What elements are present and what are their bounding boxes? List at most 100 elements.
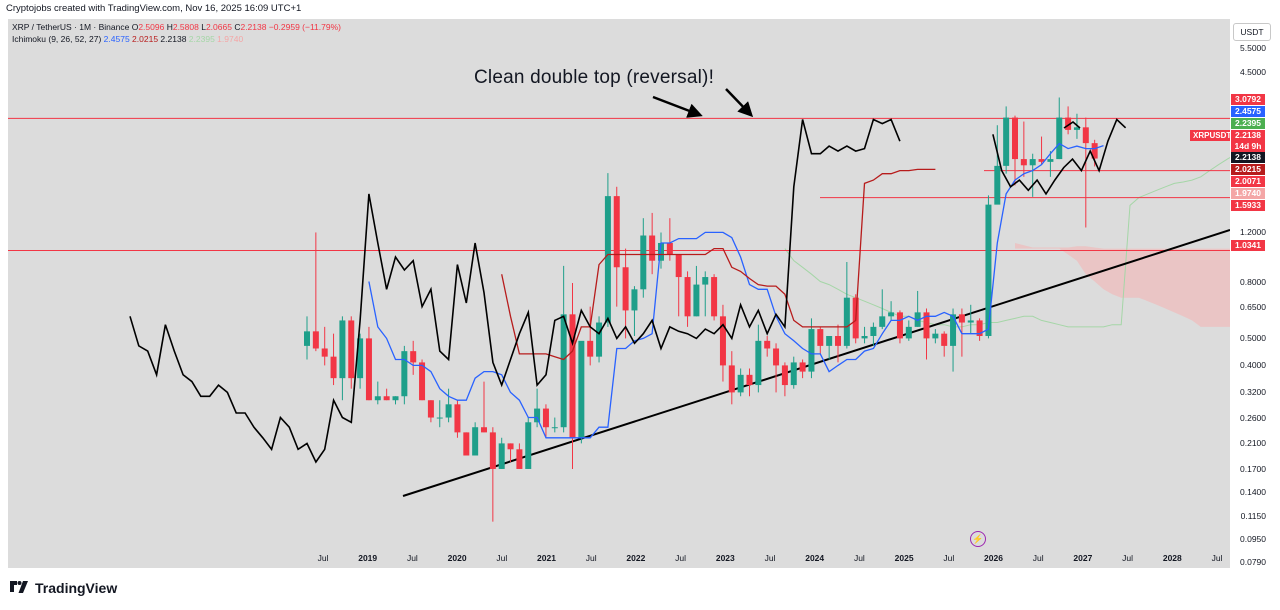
candle-body <box>613 196 620 268</box>
price-tag: 2.0215 <box>1231 164 1265 175</box>
candle-body <box>684 277 691 317</box>
tradingview-logo-icon <box>10 581 28 593</box>
legend-low: 2.0665 <box>205 22 232 32</box>
candle-body <box>631 289 638 311</box>
currency-button[interactable]: USDT <box>1233 23 1271 41</box>
chart-credit: Cryptojobs created with TradingView.com,… <box>6 3 302 14</box>
candle-body <box>534 408 541 423</box>
y-tick-label: 5.5000 <box>1240 43 1266 54</box>
y-tick-label: 0.4000 <box>1240 360 1266 371</box>
candle-body <box>357 338 364 379</box>
candle-body <box>932 333 939 339</box>
candle-body <box>339 320 346 379</box>
legend-tenkan-value: 2.4575 <box>103 33 130 44</box>
candle-body <box>693 284 700 317</box>
x-tick-label: Jul <box>943 553 955 563</box>
candle-body <box>888 312 895 317</box>
candle-body <box>790 362 797 386</box>
projection-line <box>992 118 1127 196</box>
candle-body <box>1047 159 1054 162</box>
x-tick-label: Jul <box>1211 553 1223 563</box>
footer-brand-name: TradingView <box>35 580 118 596</box>
candle-body <box>578 340 585 438</box>
kijun-line <box>501 168 936 361</box>
candle-body <box>923 312 930 339</box>
candle-body <box>525 422 532 469</box>
x-tick-label: Jul <box>496 553 508 563</box>
price-tag: 3.0792 <box>1231 94 1265 105</box>
candle-body <box>711 277 718 317</box>
legend-open-label: O <box>131 22 139 32</box>
chart-pane[interactable]: XRP / TetherUS · 1M · Binance O2.5096 H2… <box>8 19 1230 568</box>
candle-body <box>1082 127 1089 144</box>
candle-body <box>896 312 903 339</box>
candle-body <box>914 312 921 327</box>
price-tag: 2.0071 <box>1231 176 1265 187</box>
candle-body <box>826 336 833 346</box>
legend-open: 2.5096 <box>138 22 165 32</box>
candle-body <box>348 320 355 379</box>
candle-body <box>427 400 434 418</box>
legend-close-label: C <box>234 22 241 32</box>
x-tick-label: 2027 <box>1073 553 1093 563</box>
candle-body <box>1003 117 1010 166</box>
y-tick-label: 0.3200 <box>1240 387 1266 398</box>
price-tag: 1.9740 <box>1231 188 1265 199</box>
candle-body <box>498 443 505 469</box>
candle-body <box>994 165 1001 205</box>
candle-body <box>463 432 470 456</box>
candle-body <box>1038 159 1045 162</box>
candle-body <box>1073 127 1080 130</box>
price-tag: 2.2138 <box>1231 152 1265 163</box>
candle-body <box>1056 117 1063 160</box>
y-tick-label: 0.2100 <box>1240 438 1266 449</box>
legend-lagging-value: 2.2138 <box>160 33 187 44</box>
x-tick-label: Jul <box>853 553 865 563</box>
candle-body <box>675 254 682 278</box>
x-tick-label: 2028 <box>1162 553 1182 563</box>
legend-low-label: L <box>201 22 206 32</box>
candle-body <box>489 432 496 469</box>
legend-symbol: XRP / TetherUS · 1M · Binance <box>12 22 130 32</box>
symbol-tag: XRPUSDT <box>1190 130 1235 141</box>
y-tick-label: 1.2000 <box>1240 227 1266 238</box>
x-tick-label: 2020 <box>447 553 467 563</box>
candle-body <box>843 297 850 346</box>
legend-senkou-a-value: 2.2395 <box>188 33 215 44</box>
candle-body <box>1029 159 1036 166</box>
candle-body <box>950 314 957 346</box>
y-tick-label: 0.1700 <box>1240 463 1266 474</box>
candle-body <box>808 329 815 372</box>
x-tick-label: Jul <box>1032 553 1044 563</box>
fractal-overlay-line <box>129 118 901 464</box>
candle-body <box>666 242 673 255</box>
legend-indicator: Ichimoku (9, 26, 52, 27) <box>12 33 102 44</box>
ichimoku-cloud <box>1015 243 1230 327</box>
candle-body <box>560 314 567 428</box>
candle-body <box>436 417 443 419</box>
arrow-second-top <box>725 88 754 118</box>
candle-body <box>958 314 965 323</box>
candle-body <box>419 362 426 401</box>
x-tick-label: Jul <box>317 553 329 563</box>
chart-legend: XRP / TetherUS · 1M · Binance O2.5096 H2… <box>12 22 341 45</box>
price-chart-svg <box>8 88 1230 522</box>
candle-body <box>330 356 337 379</box>
candle-body <box>312 331 319 349</box>
candle-body <box>976 320 983 337</box>
y-tick-label: 0.2600 <box>1240 412 1266 423</box>
footer-brand: TradingView <box>8 580 117 596</box>
candle-body <box>392 396 399 401</box>
candle-body <box>905 326 912 339</box>
lightning-icon[interactable]: ⚡ <box>970 531 986 547</box>
candle-body <box>1091 143 1098 159</box>
candle-body <box>719 316 726 366</box>
candle-body <box>569 314 576 438</box>
price-tag: 1.0341 <box>1231 240 1265 251</box>
x-tick-label: 2019 <box>358 553 378 563</box>
tenkan-line <box>368 142 1104 439</box>
x-tick-label: 2026 <box>984 553 1003 563</box>
x-tick-label: Jul <box>406 553 418 563</box>
projection-arrowhead <box>1063 120 1081 129</box>
candle-body <box>445 404 452 418</box>
